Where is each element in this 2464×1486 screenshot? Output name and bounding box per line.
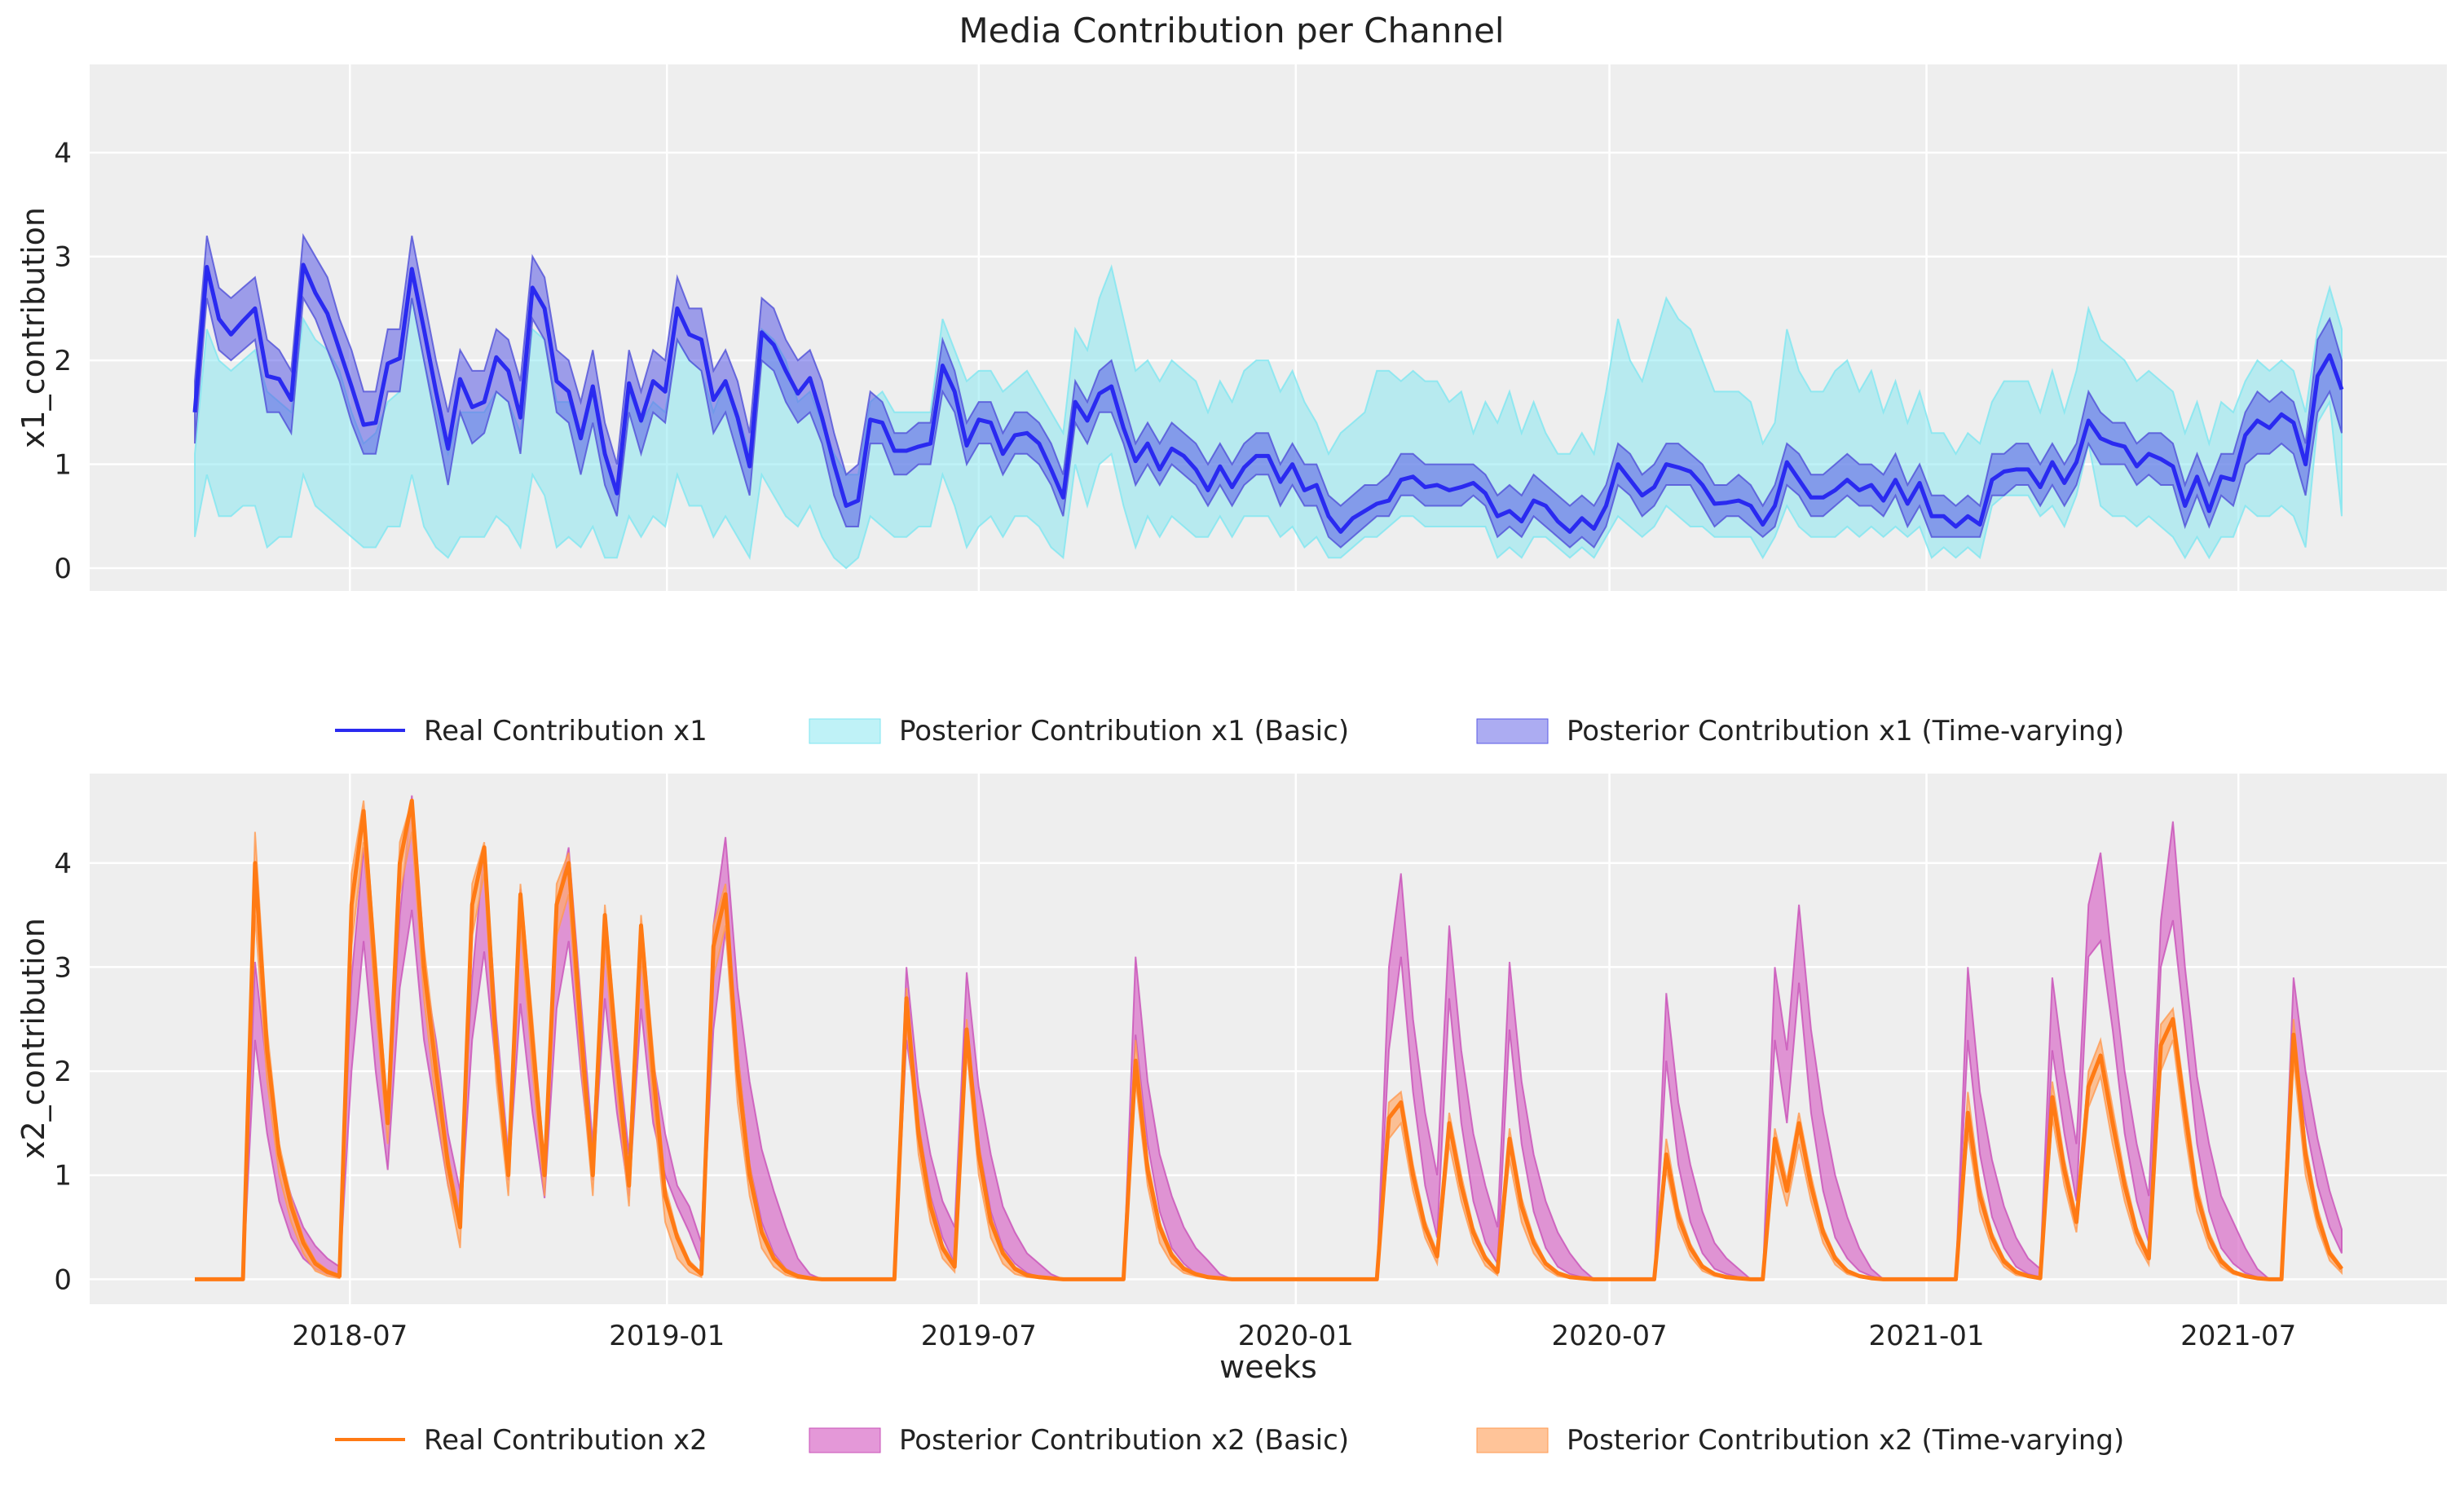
- x-tick-label: 2021-01: [1869, 1320, 1985, 1352]
- y-axis-label-x1: x1_contribution: [15, 207, 51, 448]
- legend-patch-basic-x2: [809, 1427, 881, 1453]
- legend-label-basic-x1: Posterior Contribution x1 (Basic): [899, 715, 1349, 747]
- y-tick-label: 0: [54, 553, 72, 585]
- line-real-contribution: [195, 798, 2343, 1281]
- plot-background: [90, 774, 2447, 1304]
- x-tick-label: 2019-07: [921, 1320, 1037, 1352]
- x-axis-label: weeks: [1219, 1349, 1317, 1385]
- band-time-varying: [194, 232, 2343, 549]
- x-tick-label: 2019-01: [609, 1320, 725, 1352]
- legend-x2: Real Contribution x2 Posterior Contribut…: [335, 1424, 2124, 1457]
- x-tick-label: 2021-07: [2180, 1320, 2296, 1352]
- x-tick-label: 2020-01: [1238, 1320, 1354, 1352]
- legend-label-real-x2: Real Contribution x2: [424, 1424, 707, 1457]
- x-tick-label: 2020-07: [1552, 1320, 1668, 1352]
- y-tick-label: 1: [54, 1160, 72, 1193]
- y-tick-label: 2: [54, 1056, 72, 1088]
- legend-label-real-x1: Real Contribution x1: [424, 715, 707, 747]
- y-tick-label: 3: [54, 241, 72, 274]
- legend-x1: Real Contribution x1 Posterior Contribut…: [335, 715, 2124, 747]
- legend-label-tv-x1: Posterior Contribution x1 (Time-varying): [1567, 715, 2124, 747]
- chart-title: Media Contribution per Channel: [959, 11, 1504, 51]
- y-tick-label: 0: [54, 1263, 72, 1296]
- y-tick-label: 4: [54, 137, 72, 170]
- legend-patch-tv-x2: [1476, 1427, 1549, 1453]
- line-real-contribution: [192, 262, 2344, 534]
- y-tick-label: 3: [54, 951, 72, 984]
- panel-x2: 0 1 2 3 4 2018-07 2019-01 2019-07 2020-01 2020-07…: [54, 774, 2447, 1352]
- y-tick-label: 4: [54, 848, 72, 880]
- legend-label-basic-x2: Posterior Contribution x2 (Basic): [899, 1424, 1349, 1457]
- legend-label-tv-x2: Posterior Contribution x2 (Time-varying): [1567, 1424, 2124, 1457]
- legend-patch-basic-x1: [809, 718, 881, 744]
- x-tick-label: 2018-07: [292, 1320, 408, 1352]
- y-tick-label: 2: [54, 345, 72, 377]
- panel-x1: 0 1 2 3 4: [54, 64, 2447, 591]
- y-axis-label-x2: x2_contribution: [15, 918, 51, 1159]
- y-tick-label: 1: [54, 449, 72, 482]
- legend-patch-tv-x1: [1476, 718, 1549, 744]
